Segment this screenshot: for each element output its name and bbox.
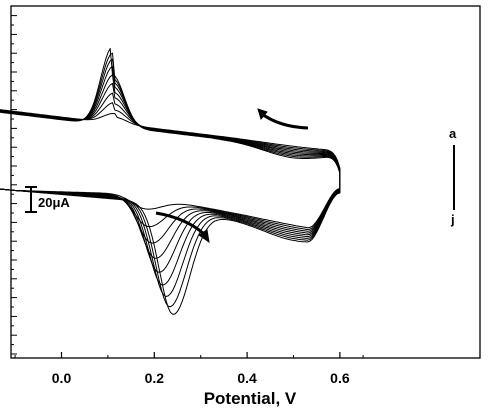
annotations: Potential, V 20μA a j	[25, 108, 457, 408]
scale-bar-label: 20μA	[38, 195, 70, 210]
y-axis-ticks	[11, 15, 17, 355]
cathodic-sweep-arrowhead	[198, 229, 210, 244]
x-tick-label: 0.2	[145, 370, 165, 386]
series-end-label: j	[450, 212, 455, 227]
cv-curve	[0, 48, 341, 315]
x-tick-label: 0.6	[330, 370, 350, 386]
x-axis: -0.20.00.20.40.6	[14, 352, 364, 386]
voltammogram-curves	[0, 48, 341, 315]
anodic-sweep-arrow	[261, 112, 309, 130]
cv-curve	[0, 52, 341, 308]
x-tick-label: 0.4	[237, 370, 257, 386]
cathodic-sweep-arrow	[155, 211, 205, 236]
cv-curve	[0, 102, 341, 230]
plot-frame	[10, 5, 481, 359]
series-start-label: a	[449, 126, 457, 141]
x-tick-label: 0.0	[52, 370, 72, 386]
cv-curve	[0, 65, 341, 286]
x-axis-label: Potential, V	[204, 389, 297, 408]
anodic-sweep-arrowhead	[257, 108, 268, 121]
plot-border	[10, 5, 481, 359]
